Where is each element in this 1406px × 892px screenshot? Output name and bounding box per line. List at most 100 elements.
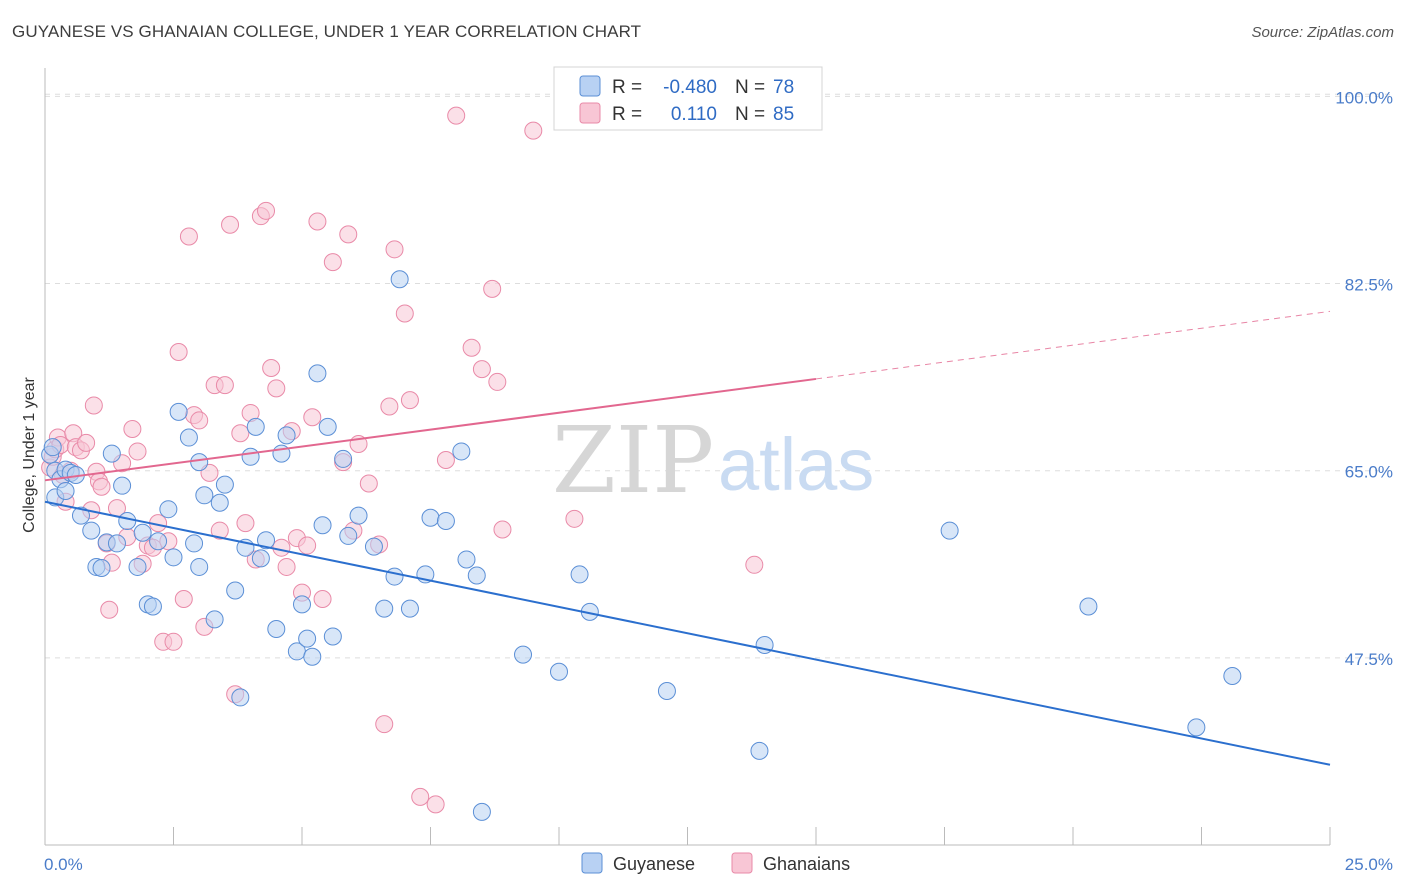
ghanaian-point [385, 240, 404, 259]
ghanaian-point [84, 396, 103, 415]
guyanese-point [400, 599, 419, 618]
ghanaian-point [277, 557, 296, 576]
guyanese-point [390, 270, 409, 289]
ghanaian-point [215, 376, 234, 395]
guyanese-point [231, 688, 250, 707]
guyanese-point [210, 493, 229, 512]
ghanaian-point [262, 359, 281, 378]
guyanese-point [421, 508, 440, 527]
guyanese-point [190, 453, 209, 472]
series-label-guyanese: Guyanese [613, 854, 695, 874]
guyanese-point [277, 426, 296, 445]
legend-r-label-ghanaians: R = [612, 104, 642, 125]
ghanaian-point [308, 212, 327, 231]
ghanaian-point [92, 477, 111, 496]
ghanaian-point [298, 536, 317, 555]
ghanaian-point [128, 442, 147, 461]
guyanese-point [164, 548, 183, 567]
y-tick-label: 47.5% [1345, 650, 1393, 669]
ghanaian-point [565, 509, 584, 528]
ghanaian-trend-line-extension [815, 310, 1331, 380]
guyanese-point [308, 364, 327, 383]
legend-swatch-ghanaians [579, 102, 601, 124]
ghanaian-point [313, 590, 332, 609]
guyanese-point [143, 597, 162, 616]
guyanese-point [1223, 667, 1242, 686]
guyanese-point [246, 417, 265, 436]
ghanaian-point [267, 379, 286, 398]
ghanaian-point [447, 106, 466, 125]
legend-r-value-ghanaians: 0.110 [671, 104, 717, 125]
guyanese-point [293, 595, 311, 614]
chart-title: GUYANESE VS GHANAIAN COLLEGE, UNDER 1 YE… [12, 22, 642, 41]
series-swatch-guyanese [581, 852, 603, 874]
legend-n-value-ghanaians: 85 [773, 104, 794, 125]
guyanese-point [257, 531, 276, 550]
guyanese-point [226, 581, 245, 600]
guyanese-point [241, 447, 260, 466]
guyanese-point [1187, 718, 1206, 737]
guyanese-point [298, 629, 317, 648]
ghanaian-point [488, 372, 507, 391]
scatter-points [41, 106, 1242, 821]
ghanaian-point [483, 279, 502, 298]
legend-n-label-ghanaians: N = [735, 104, 765, 125]
ghanaian-point [123, 419, 142, 438]
ghanaian-point [472, 360, 491, 379]
guyanese-point [467, 566, 486, 585]
guyanese-point [267, 619, 286, 638]
ghanaian-point [323, 253, 342, 272]
ghanaian-point [400, 391, 419, 410]
guyanese-point [303, 647, 322, 666]
guyanese-point [313, 516, 332, 535]
guyanese-point [318, 417, 337, 436]
correlation-legend: R = -0.480 N = 78 R = 0.110 N = 85 [553, 66, 823, 131]
series-swatch-ghanaians [731, 852, 753, 874]
ghanaian-point [436, 451, 455, 469]
guyanese-point [107, 534, 126, 553]
guyanese-point [82, 521, 101, 540]
source-credit: Source: ZipAtlas.com [1251, 24, 1394, 41]
guyanese-point [92, 559, 111, 578]
legend-r-value-guyanese: -0.480 [663, 77, 717, 98]
guyanese-point [118, 511, 137, 530]
series-label-ghanaians: Ghanaians [763, 854, 850, 874]
tick-labels: 47.5% 65.0% 82.5% 100.0% 0.0% 25.0% [44, 88, 1393, 874]
guyanese-point [102, 444, 121, 463]
guyanese-point [364, 537, 383, 556]
ghanaian-point [395, 304, 414, 323]
ghanaian-point [339, 225, 358, 244]
guyanese-point [514, 645, 533, 664]
guyanese-point [215, 475, 234, 494]
y-tick-label: 82.5% [1345, 276, 1393, 295]
guyanese-point [71, 506, 90, 525]
ghanaian-point [411, 787, 430, 806]
guyanese-point [349, 506, 368, 525]
ghanaian-point [303, 408, 322, 427]
guyanese-point [159, 500, 178, 519]
guyanese-point [940, 521, 959, 540]
guyanese-point [452, 442, 471, 461]
ghanaian-point [359, 474, 378, 493]
guyanese-point [472, 802, 491, 821]
guyanese-point [128, 557, 147, 576]
ghanaian-point [462, 338, 481, 357]
guyanese-point [323, 627, 342, 646]
ghanaian-point [210, 521, 229, 540]
guyanese-point [149, 532, 168, 551]
x-tick-label: 0.0% [44, 855, 83, 874]
gridlines [45, 93, 1392, 659]
ghanaian-point [380, 397, 399, 416]
guyanese-point [43, 438, 62, 457]
guyanese-point [190, 557, 209, 576]
guyanese-point [550, 662, 568, 681]
guyanese-point [195, 486, 214, 505]
ghanaian-point [375, 715, 394, 734]
ghanaian-trend-line [44, 377, 817, 482]
watermark-zip: ZIP [552, 407, 714, 514]
guyanese-point [334, 449, 353, 468]
ghanaian-point [179, 227, 198, 246]
legend-r-label-guyanese: R = [612, 77, 642, 98]
ghanaian-point [493, 520, 512, 539]
